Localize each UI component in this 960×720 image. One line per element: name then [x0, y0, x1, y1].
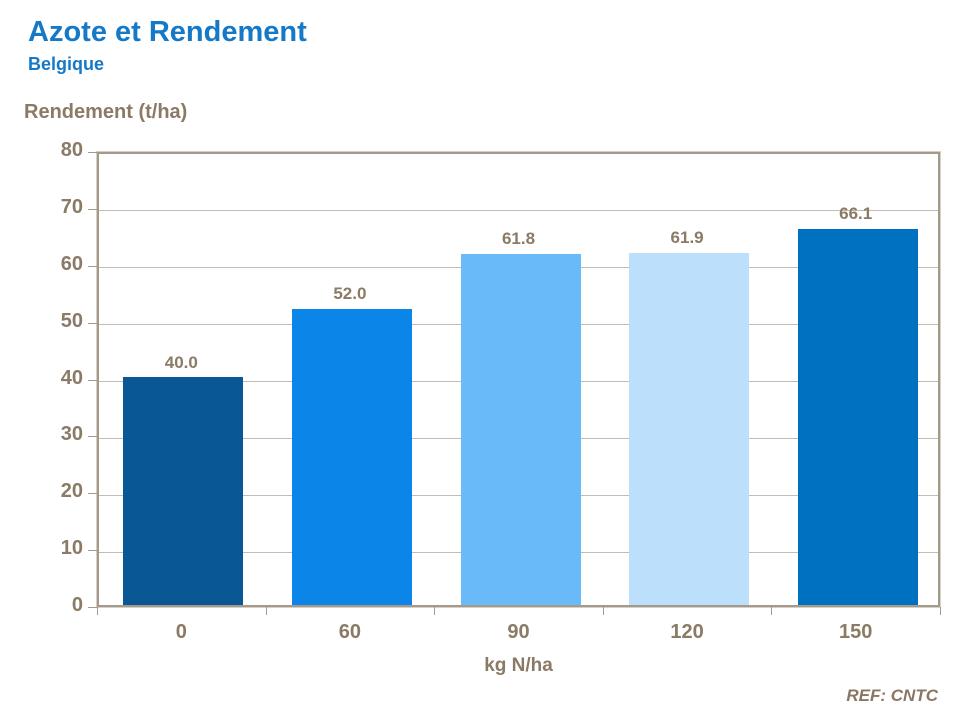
chart-subtitle: Belgique	[28, 54, 105, 74]
bar-value-label: 52.0	[333, 284, 367, 304]
bar-value-label: 61.8	[501, 228, 536, 248]
x-axis-tick-label: 60	[338, 621, 362, 643]
x-axis-tick	[603, 607, 604, 615]
x-axis-tick-label: 120	[670, 621, 704, 643]
y-axis-tick-label: 40	[60, 366, 83, 389]
y-axis-tick-label: 50	[60, 309, 83, 332]
y-axis-tick-label: 10	[60, 537, 83, 560]
bar-90	[460, 254, 581, 605]
reference-note: REF: CNTC	[846, 686, 938, 705]
chart-plot-area	[96, 151, 941, 608]
x-axis-title: kg N/ha	[484, 655, 553, 676]
y-axis-tick-label: 20	[60, 480, 83, 503]
bar-value-label: 61.9	[670, 227, 704, 247]
y-axis-tick	[88, 607, 97, 608]
bar-value-label: 40.0	[164, 352, 198, 372]
y-axis-tick-label: 70	[60, 195, 83, 218]
y-axis-tick	[88, 493, 97, 495]
chart-title: Azote et Rendement	[28, 16, 307, 48]
bar-0	[123, 377, 244, 605]
y-axis-tick	[88, 208, 97, 210]
x-axis-tick-label: 0	[175, 621, 187, 643]
gridline-y-70	[99, 210, 938, 212]
y-axis-tick	[88, 152, 97, 153]
bar-120	[629, 253, 750, 605]
x-axis-tick-label: 90	[507, 621, 530, 643]
x-axis-tick	[940, 607, 941, 615]
bar-150	[797, 229, 918, 605]
y-axis-tick-label: 80	[60, 139, 83, 161]
y-axis-tick	[88, 379, 97, 381]
y-axis-tick	[88, 265, 97, 267]
y-axis-tick	[88, 550, 97, 552]
y-axis-title: Rendement (t/ha)	[24, 101, 188, 123]
x-axis-tick	[434, 607, 435, 615]
y-axis-tick-label: 0	[71, 594, 83, 616]
x-axis-tick	[771, 607, 772, 615]
y-axis-tick	[88, 322, 97, 324]
bar-60	[291, 309, 412, 605]
x-axis-tick-label: 150	[839, 621, 873, 643]
bar-value-label: 66.1	[839, 204, 873, 224]
y-axis-tick-label: 60	[60, 252, 83, 275]
x-axis-tick	[266, 607, 267, 615]
y-axis-tick	[88, 436, 97, 438]
x-axis-tick	[97, 607, 98, 615]
y-axis-tick-label: 30	[60, 423, 83, 446]
